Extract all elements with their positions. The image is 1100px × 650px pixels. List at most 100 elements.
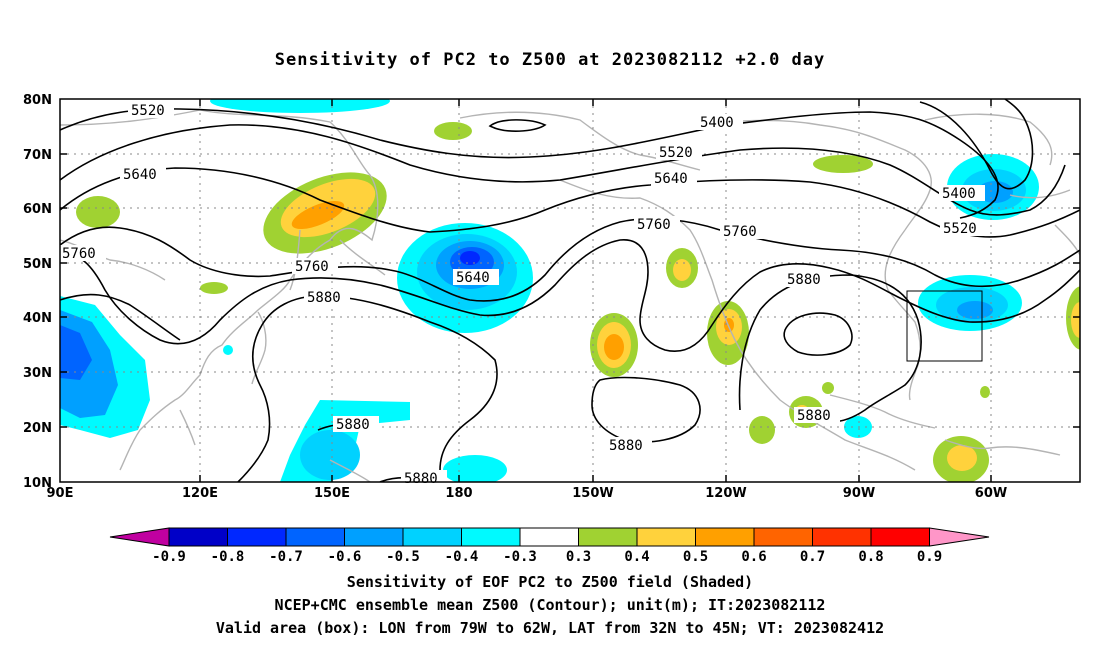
colorbar-label: -0.4 [445,549,479,565]
contour-line [783,312,853,356]
shade-blob [210,99,390,113]
contour-label: 5880 [787,272,821,288]
colorbar-label: -0.9 [152,549,186,565]
colorbar-swatch [227,527,287,547]
shade-blob [673,259,691,281]
coastline [179,409,196,446]
contour-label: 5520 [131,103,165,119]
colorbar-label: -0.8 [211,549,245,565]
contour-label: 5400 [700,115,734,131]
colorbar-label: 0.5 [683,549,708,565]
shade-blob [460,251,480,265]
contour-label: 5760 [62,246,96,262]
colorbar-swatch [344,527,404,547]
lon-label: 90E [47,486,74,501]
lon-label: 90W [843,486,875,501]
caption-contour: NCEP+CMC ensemble mean Z500 (Contour); u… [274,596,826,614]
lat-label: 40N [23,311,52,326]
contour-line [60,293,181,341]
shade-blob [434,122,472,140]
contour-line [591,376,701,443]
coastline [329,459,371,482]
contour-label: 5880 [336,417,370,433]
coastline [884,229,921,401]
colorbar-swatch [870,527,930,547]
colorbar-label: -0.7 [269,549,303,565]
contour-label: 5640 [456,270,490,286]
contour-line [488,119,547,132]
shade-blob [60,325,92,380]
shade-blob [980,386,990,398]
colorbar-swatch [168,527,228,547]
tick-marks [60,99,1080,482]
contour-label: 5760 [637,217,671,233]
coastline [944,439,1061,456]
contour-label: 5760 [723,224,757,240]
colorbar-label: -0.6 [328,549,362,565]
lat-label: 50N [23,257,52,272]
lon-label: 150E [314,486,350,501]
contour-label: 5880 [609,438,643,454]
colorbar-swatch [695,527,755,547]
colorbar-swatch [812,527,872,547]
lat-label: 70N [23,148,52,163]
graticule [60,99,1080,482]
contour-line [60,124,1066,216]
colorbar-label: -0.5 [386,549,420,565]
lon-label: 60W [975,486,1007,501]
colorbar-label: 0.8 [858,549,883,565]
contour-label: 5760 [295,259,329,275]
lat-label: 80N [23,93,52,108]
caption-valid-area: Valid area (box): LON from 79W to 62W, L… [215,619,885,637]
shade-blob [957,301,993,319]
contour-label: 5640 [654,171,688,187]
colorbar-swatch [519,527,579,547]
shade-blob [813,155,873,173]
caption-shading: Sensitivity of EOF PC2 to Z500 field (Sh… [346,573,754,591]
colorbar-swatch [753,527,813,547]
lat-label: 20N [23,421,52,436]
colorbar-label: 0.6 [741,549,766,565]
colorbar-label: 0.9 [917,549,942,565]
colorbar-swatch [285,527,345,547]
lon-labels: 90E 120E 150E 180 150W 120W 90W 60W [47,486,1008,501]
colorbar-low-arrow [109,527,170,547]
coastline [1009,189,1071,199]
contour-label: 5880 [797,408,831,424]
contour-label: 5400 [942,186,976,202]
lat-label: 60N [23,202,52,217]
contour-label: 5520 [659,145,693,161]
colorbar-swatch [578,527,638,547]
shade-blob [291,201,345,229]
contour-label: 5880 [307,290,341,306]
lat-labels: 80N 70N 60N 50N 40N 30N 20N 10N [23,93,52,491]
coastline [559,179,916,471]
contour-label: 5640 [123,167,157,183]
colorbar-high-arrow [929,527,990,547]
contour-labels: 5520 5400 5520 5640 5400 5520 5640 5760 … [60,102,986,487]
contour-line [919,99,1034,190]
contour-label: 5520 [943,221,977,237]
lon-label: 120E [182,486,218,501]
lon-label: 120W [705,486,746,501]
colorbar-swatch [461,527,521,547]
shade-blob [749,416,775,444]
shade-blob [76,196,120,228]
shade-blob [200,282,228,294]
colorbar [109,527,990,547]
map-frame [59,98,1081,483]
coastline [339,239,386,276]
colorbar-label: 0.3 [566,549,591,565]
colorbar-swatch [402,527,462,547]
coastline [699,119,932,231]
shade-blob [947,445,977,471]
shade-blob [977,181,1013,203]
shade-blob [223,345,233,355]
lat-label: 10N [23,476,52,491]
colorbar-swatch [636,527,696,547]
shade-blob [822,382,834,394]
colorbar-labels: -0.9 -0.8 -0.7 -0.6 -0.5 -0.4 -0.3 0.3 0… [152,549,942,565]
shade-blob [1066,286,1080,350]
lon-label: 180 [445,486,472,501]
